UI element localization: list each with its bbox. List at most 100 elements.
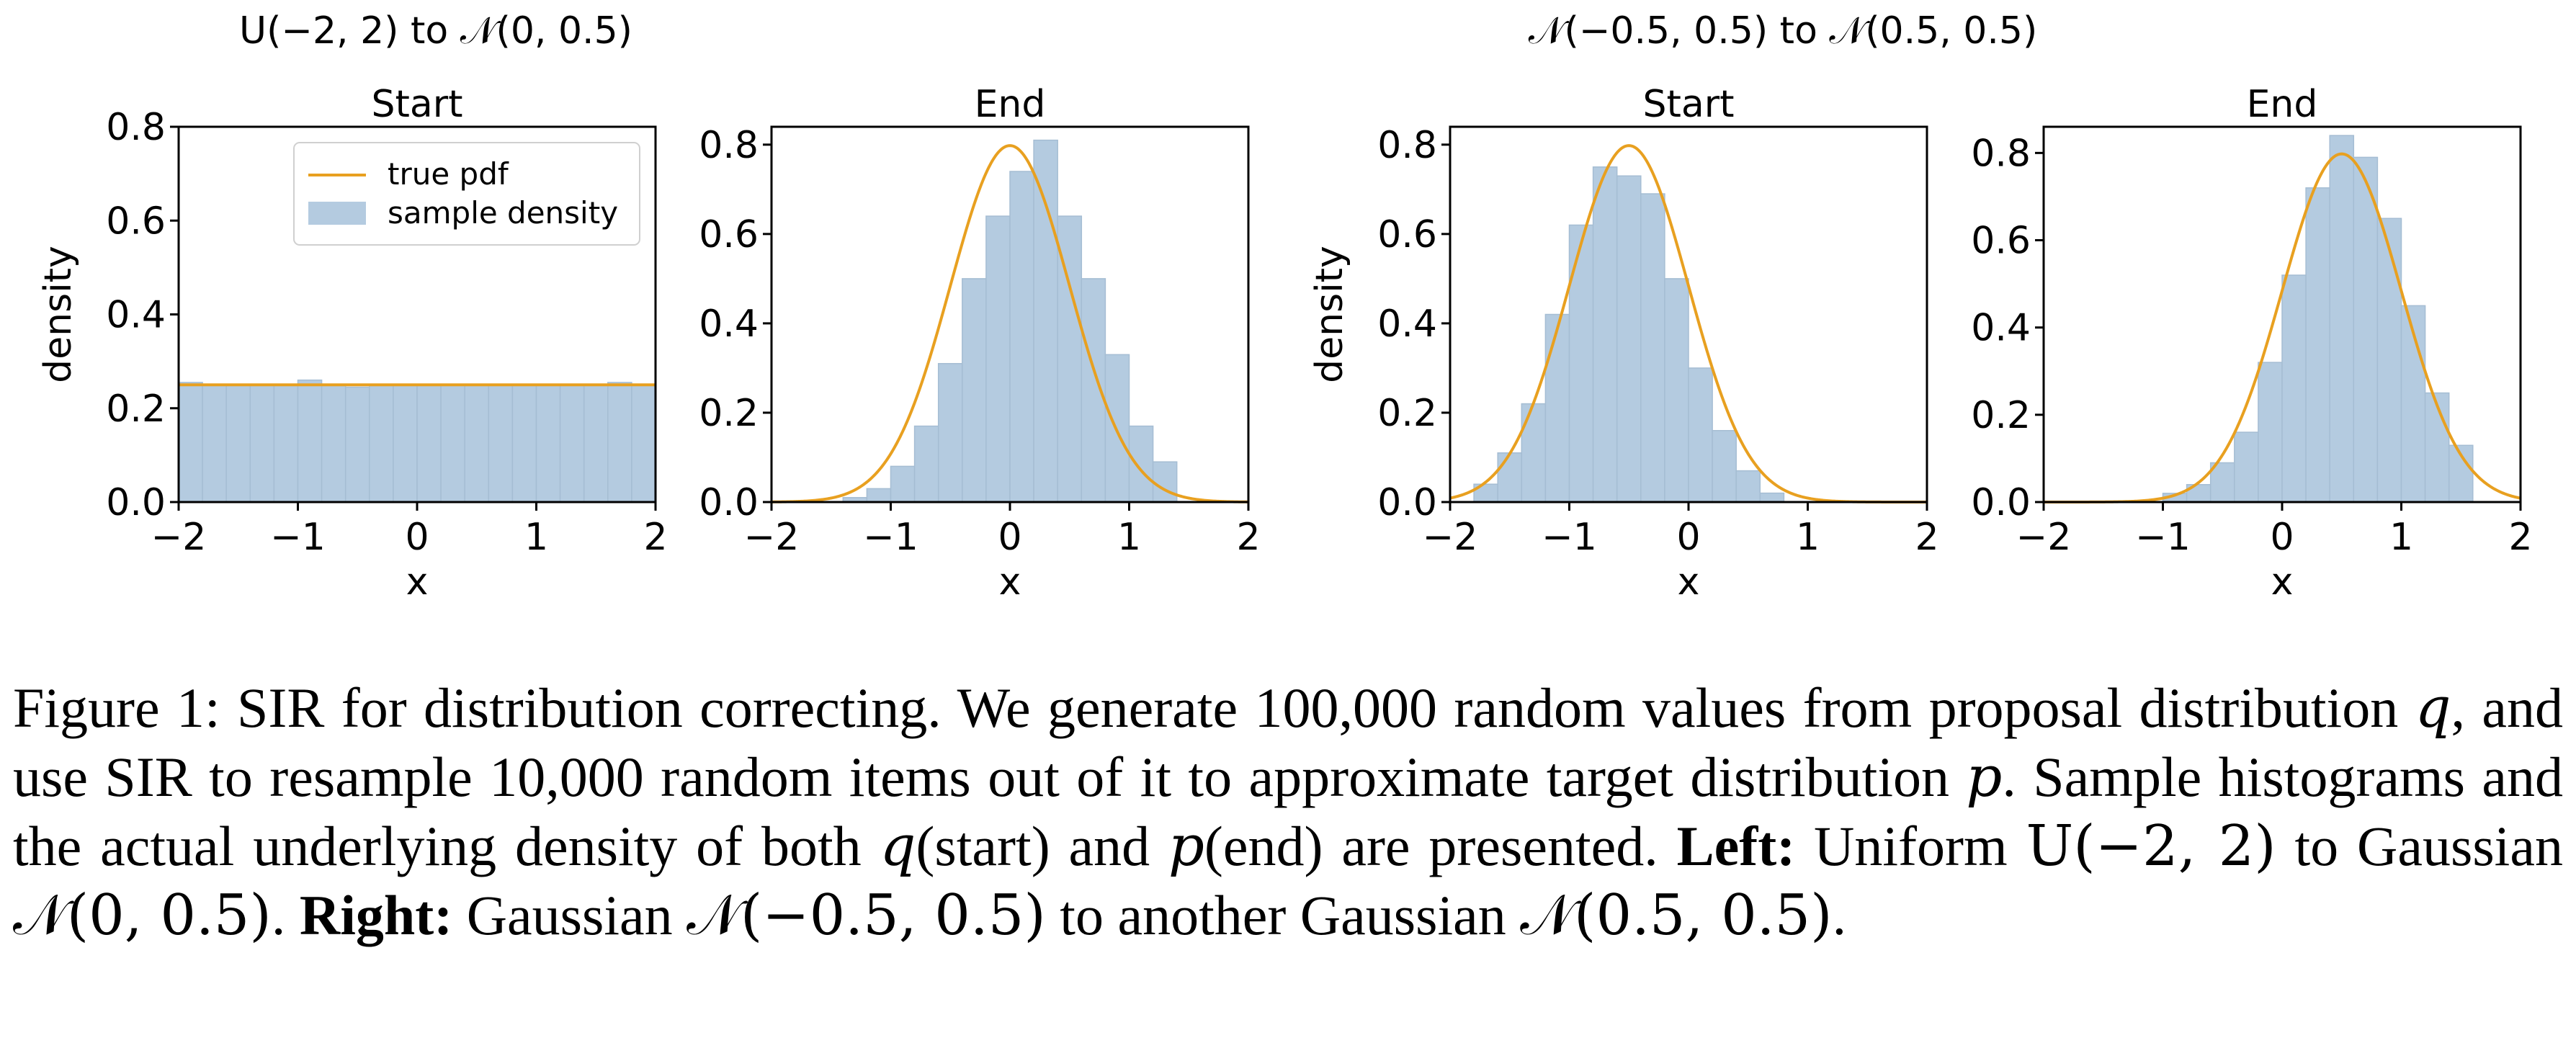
legend-hist-swatch: [308, 202, 366, 225]
y-tick-label: 0.8: [1377, 124, 1437, 167]
histogram-bar: [890, 465, 916, 503]
pdf-curve: [771, 144, 1249, 503]
panel-2: −2 −1 0 1 2 0.0 0.2 0.4 0.6 0.8 End x: [699, 83, 1260, 604]
histogram-bar: [1521, 403, 1547, 503]
histogram-bar: [1592, 166, 1618, 503]
histogram-bar: [440, 384, 465, 503]
x-tick-label: 0: [405, 516, 429, 559]
histogram-bar: [1544, 313, 1570, 503]
histogram-bar: [1640, 193, 1665, 503]
histogram-bar: [535, 384, 561, 503]
y-axis-label: density: [1308, 246, 1351, 383]
y-tick-label: 0.6: [1971, 220, 2031, 263]
y-tick-label: 0.6: [106, 200, 166, 243]
histogram-bar: [1033, 139, 1058, 503]
x-tick-label: −1: [863, 516, 918, 559]
histogram-bar: [1616, 175, 1642, 503]
histogram-bar: [416, 384, 442, 503]
histogram-bar: [1664, 278, 1689, 503]
histogram-bar: [249, 384, 275, 503]
x-tick-label: 2: [2508, 516, 2532, 559]
histogram-bar: [321, 384, 346, 503]
y-tick-label: 0.0: [1971, 481, 2031, 524]
histogram-bar: [344, 386, 370, 503]
y-tick-label: 0.0: [1377, 481, 1437, 524]
legend-box: [293, 142, 640, 246]
y-tick-label: 0.8: [699, 124, 759, 167]
x-tick-label: 0: [998, 516, 1021, 559]
group-title-right: 𝒩(−0.5, 0.5) to 𝒩(0.5, 0.5): [1529, 9, 2038, 53]
panel-title: Start: [1642, 83, 1734, 126]
histogram-bar: [1568, 224, 1594, 503]
histogram-bar: [1128, 425, 1154, 503]
legend-pdf-label: true pdf: [388, 156, 509, 192]
histogram-bar: [297, 379, 323, 503]
histogram-bar: [369, 384, 394, 503]
x-axis-label: x: [2271, 560, 2294, 604]
histogram-bar: [2258, 362, 2283, 503]
x-tick-label: −1: [1542, 516, 1597, 559]
y-tick-label: 0.8: [1971, 132, 2031, 175]
x-tick-label: −2: [1423, 516, 1478, 559]
y-tick-label: 0.0: [699, 481, 759, 524]
histogram-bar: [607, 382, 632, 503]
panels: −2 −1 0 1 2 0.0 0.2 0.4 0.6 0.8 Start x density true …: [37, 83, 2533, 604]
y-tick-label: 0.2: [1377, 392, 1437, 435]
panel-title: End: [975, 83, 1046, 126]
caption-left-label: Left:: [1676, 815, 1796, 877]
panel-4: −2 −1 0 1 2 0.0 0.2 0.4 0.6 0.8 End x: [1971, 83, 2532, 604]
histogram-bar: [2376, 218, 2402, 503]
histogram-bar: [178, 382, 203, 503]
histogram-bar: [631, 384, 656, 503]
histogram-bar: [1497, 452, 1523, 503]
x-tick-label: 1: [1796, 516, 1820, 559]
panel-title: Start: [371, 83, 462, 126]
histogram-bar: [866, 488, 892, 503]
legend-hist-label: sample density: [388, 195, 618, 230]
x-tick-label: 1: [2389, 516, 2413, 559]
x-tick-label: 2: [1915, 516, 1938, 559]
y-tick-label: 0.6: [1377, 213, 1437, 256]
x-tick-label: −2: [744, 516, 800, 559]
histogram-bar: [1759, 492, 1785, 503]
y-tick-label: 0.4: [1971, 307, 2031, 350]
histogram-bar: [1152, 461, 1178, 503]
y-tick-label: 0.2: [106, 388, 166, 431]
caption-math-q: q: [2415, 676, 2451, 740]
x-axis-label: x: [406, 560, 429, 604]
panel-title: End: [2247, 83, 2318, 126]
group-title-left: U(−2, 2) to 𝒩(0, 0.5): [239, 9, 632, 53]
x-tick-label: −2: [2016, 516, 2072, 559]
histogram-bar: [2209, 462, 2235, 503]
x-tick-label: 1: [1117, 516, 1141, 559]
y-tick-label: 0.8: [106, 106, 166, 149]
histogram-bar: [488, 384, 514, 503]
y-tick-label: 0.4: [1377, 303, 1437, 346]
x-tick-label: −1: [2135, 516, 2191, 559]
x-axis-label: x: [999, 560, 1021, 604]
x-tick-label: 2: [1236, 516, 1260, 559]
histogram-bar: [393, 384, 418, 503]
y-tick-label: 0.2: [1971, 394, 2031, 437]
histogram-bar: [985, 215, 1011, 503]
histogram-bar: [559, 384, 585, 503]
histogram-bar: [1735, 470, 1761, 503]
caption-right-label: Right:: [299, 884, 453, 946]
caption-math-p: p: [1966, 745, 2003, 810]
histogram-bar: [583, 384, 609, 503]
figure: U(−2, 2) to 𝒩(0, 0.5) 𝒩(−0.5, 0.5) to 𝒩(…: [37, 9, 2533, 604]
histogram-bar: [2353, 156, 2379, 503]
histogram-bar: [2234, 431, 2259, 503]
x-tick-label: 0: [1676, 516, 1700, 559]
histogram-bar: [962, 278, 987, 503]
histogram-bar: [273, 384, 299, 503]
histogram-bar: [937, 362, 963, 503]
panel-1: −2 −1 0 1 2 0.0 0.2 0.4 0.6 0.8 Start x density true …: [37, 83, 668, 604]
x-tick-label: 0: [2270, 516, 2294, 559]
histogram-bar: [1009, 171, 1034, 503]
histogram-bar: [511, 384, 537, 503]
y-tick-label: 0.4: [106, 294, 166, 337]
y-tick-label: 0.4: [699, 303, 759, 346]
histogram-bar: [2329, 135, 2355, 503]
histogram-bar: [2281, 274, 2307, 503]
